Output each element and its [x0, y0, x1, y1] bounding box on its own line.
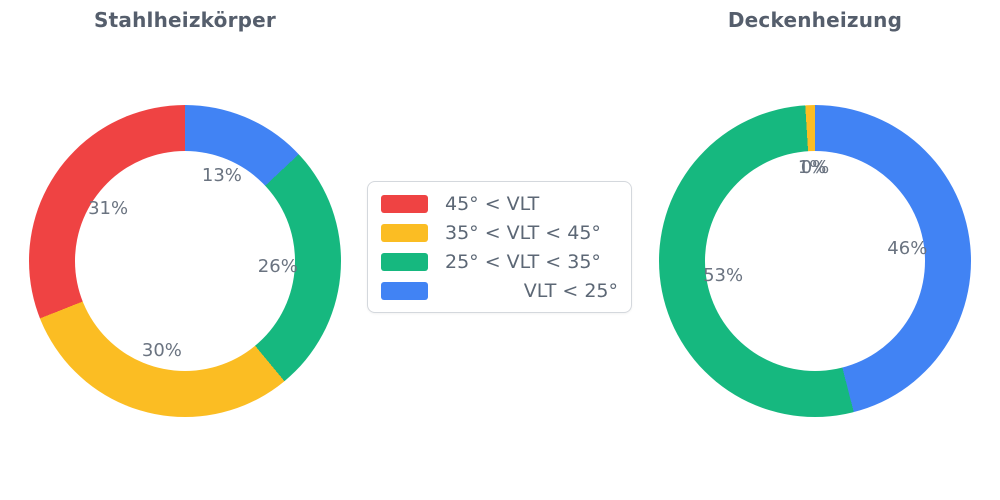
legend-swatch-red [381, 194, 428, 213]
legend-item-label: 35° < VLT < 45° [445, 221, 601, 244]
legend-item-label: VLT < 25° [523, 279, 618, 302]
legend-item-label: 25° < VLT < 35° [445, 250, 601, 273]
legend-item-25-vlt-35[interactable]: 25° < VLT < 35° [381, 247, 618, 276]
slice-label: 0% [800, 157, 830, 178]
legend-swatch-blue [381, 281, 428, 300]
donut-hole [75, 151, 295, 371]
slice-label: 1% [797, 157, 827, 178]
slice-label: 46% [887, 238, 928, 260]
donut: 31% 30% 26% 13% [29, 105, 341, 417]
legend-item-label: 45° < VLT [445, 192, 540, 215]
slice-label: 31% [88, 197, 129, 219]
legend-item-35-vlt-45[interactable]: 35° < VLT < 45° [381, 218, 618, 247]
slice-label: 26% [257, 255, 298, 277]
legend: 45° < VLT 35° < VLT < 45° 25° < VLT < 35… [367, 181, 632, 313]
slice-label: 53% [703, 264, 744, 286]
slice-label: 13% [201, 164, 242, 186]
legend-swatch-green [381, 252, 428, 271]
legend-item-vlt-25[interactable]: VLT < 25° [381, 276, 618, 305]
slice-label: 30% [141, 340, 182, 362]
chart-title: Deckenheizung [727, 8, 903, 32]
donut-chart-deckenheizung: Deckenheizung 0% 1% 53% 46% [659, 0, 971, 500]
donut-chart-stahlheizkoerper: Stahlheizkörper 31% 30% 26% 13% [29, 0, 341, 500]
legend-swatch-yellow [381, 223, 428, 242]
legend-item-45-vlt[interactable]: 45° < VLT [381, 189, 618, 218]
donut: 0% 1% 53% 46% [659, 105, 971, 417]
donut-hole [705, 151, 925, 371]
chart-title: Stahlheizkörper [94, 8, 276, 32]
